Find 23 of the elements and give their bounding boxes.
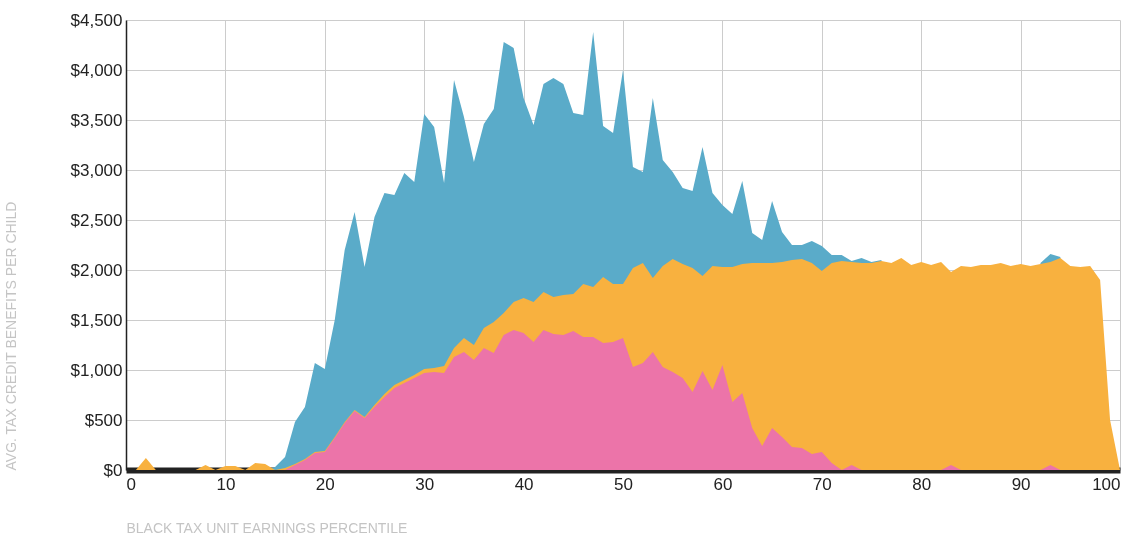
y-tick-label: $3,500 <box>70 110 123 130</box>
x-tick-label: 30 <box>415 474 435 494</box>
y-tick-label: $2,000 <box>70 260 123 280</box>
x-tick-label: 20 <box>315 474 335 494</box>
x-tick-label: 90 <box>1011 474 1031 494</box>
x-tick-label: 10 <box>216 474 236 494</box>
x-axis-title: BLACK TAX UNIT EARNINGS PERCENTILE <box>126 519 408 536</box>
x-tick-label: 70 <box>812 474 832 494</box>
y-tick-label: $500 <box>84 410 123 430</box>
x-tick-label: 80 <box>912 474 932 494</box>
x-tick-label: 100 <box>1092 474 1121 494</box>
y-tick-label: $1,000 <box>70 360 123 380</box>
y-tick-label: $2,500 <box>70 210 123 230</box>
y-tick-label: $3,000 <box>70 160 123 180</box>
x-tick-label: 60 <box>713 474 733 494</box>
x-tick-label: 0 <box>126 474 136 494</box>
y-tick-label: $4,500 <box>70 10 123 30</box>
x-tick-label: 40 <box>514 474 534 494</box>
y-tick-label: $0 <box>103 460 123 480</box>
y-tick-label: $1,500 <box>70 310 123 330</box>
y-tick-label: $4,000 <box>70 60 123 80</box>
y-axis-title: AVG. TAX CREDIT BENEFITS PER CHILD <box>2 201 19 471</box>
x-tick-label: 50 <box>614 474 633 494</box>
